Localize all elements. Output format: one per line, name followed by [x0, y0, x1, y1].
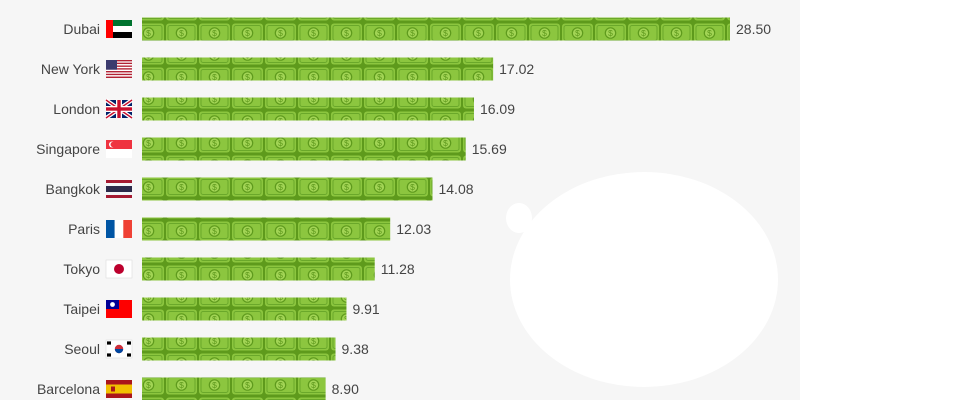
bar-row: Seoul 9.38: [64, 337, 369, 361]
city-label: Paris: [68, 221, 100, 237]
bar: [142, 57, 494, 81]
japan-flag-icon: [105, 259, 133, 279]
bar-row: London 16.09: [53, 97, 515, 121]
value-label: 8.90: [332, 381, 359, 397]
uae-flag-icon: [106, 20, 132, 38]
value-label: 17.02: [499, 61, 534, 77]
value-label: 9.91: [352, 301, 379, 317]
city-label: Taipei: [63, 301, 100, 317]
bar-row: Taipei 9.91: [63, 297, 380, 321]
bar: [142, 177, 433, 201]
spain-flag-icon: [106, 380, 132, 398]
uk-flag-icon: [104, 98, 134, 120]
bar: [142, 97, 474, 121]
bar-row: Paris 12.03: [68, 217, 431, 241]
city-label: Tokyo: [63, 261, 100, 277]
value-label: 16.09: [480, 101, 515, 117]
singapore-flag-icon: [106, 140, 132, 158]
bar: [142, 257, 375, 281]
city-label: London: [53, 101, 100, 117]
city-label: Singapore: [36, 141, 100, 157]
city-label: Barcelona: [37, 381, 100, 397]
city-label: Seoul: [64, 341, 100, 357]
bar: [142, 377, 326, 400]
bar-row: New York 17.02: [41, 57, 534, 81]
value-label: 9.38: [342, 341, 369, 357]
value-label: 15.69: [472, 141, 507, 157]
value-label: 11.28: [381, 261, 415, 277]
bar: [142, 17, 730, 41]
value-label: 28.50: [736, 21, 771, 37]
bar: [142, 337, 336, 361]
bar-row: Barcelona 8.90: [37, 377, 359, 400]
usa-flag-icon: [106, 60, 132, 78]
value-label: 12.03: [396, 221, 431, 237]
city-label: New York: [41, 61, 101, 77]
france-flag-icon: [106, 220, 132, 238]
city-label: Bangkok: [46, 181, 101, 197]
decorative-white-blob: [510, 172, 778, 387]
bar: [142, 137, 466, 161]
bar-row: Dubai 28.50: [63, 17, 771, 41]
decorative-white-dot: [506, 203, 532, 233]
bar-row: Tokyo 11.28: [63, 257, 415, 281]
city-label: Dubai: [63, 21, 100, 37]
thailand-flag-icon: [106, 180, 132, 198]
south-korea-flag-icon: [105, 339, 133, 359]
bar-row: Singapore 15.69: [36, 137, 507, 161]
value-label: 14.08: [438, 181, 473, 197]
bar: [142, 217, 391, 241]
bar: [142, 297, 347, 321]
taiwan-flag-icon: [106, 300, 132, 318]
bar-row: Bangkok 14.08: [46, 177, 474, 201]
